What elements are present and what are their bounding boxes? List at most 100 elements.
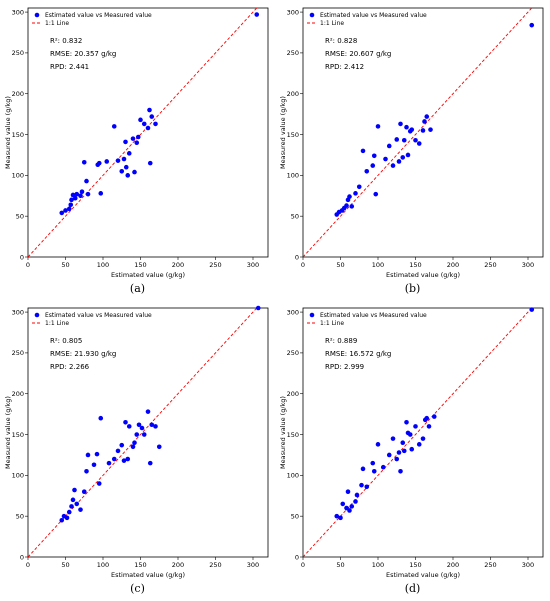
x-tick-label: 100 [97,561,109,569]
scatter-point [141,121,147,127]
scatter-point [431,414,437,419]
x-tick-label: 300 [247,261,259,269]
scatter-point [59,210,65,216]
scatter-point [149,114,155,119]
scatter-point [79,189,85,194]
scatter-point [69,504,74,509]
y-tick-label: 200 [12,90,24,98]
scatter-point [400,155,406,160]
scatter-point [115,158,121,163]
y-tick-label: 250 [287,349,299,357]
scatter-chart-c: 0 50 100 150 200 250 300 0 50 100 150 200 250 300 Esti… [4,305,269,579]
y-tick-label: 250 [12,49,24,57]
y-tick-label: 200 [287,390,299,398]
scatter-point [426,424,432,429]
scatter-point [104,159,110,164]
x-tick-label: 100 [372,261,384,269]
scatter-point [121,156,127,162]
scatter-point [364,484,370,490]
x-tick-label: 200 [172,561,184,569]
scatter-point [145,409,151,414]
scatter-point [359,482,364,488]
legend-point-marker [34,12,40,18]
stat-label: RPD: 2.412 [325,63,364,71]
scatter-point [125,456,131,462]
y-tick-label: 100 [287,472,299,480]
scatter-point [344,203,349,208]
chart-panel-a: 0 50 100 150 200 250 300 0 50 100 150 200 250 300 Esti… [0,0,275,300]
scatter-point [141,432,147,437]
x-tick-label: 50 [61,261,69,269]
chart-panel-d: 0 50 100 150 200 250 300 0 50 100 150 200 250 300 Esti… [275,300,550,600]
scatter-point [409,127,415,132]
scatter-point [119,442,125,448]
y-tick-label: 200 [12,390,24,398]
y-tick-label: 150 [287,131,299,139]
scatter-point [347,194,352,199]
scatter-point [401,448,407,454]
scatter-point [68,202,74,208]
scatter-point [360,148,366,154]
scatter-point [409,446,415,452]
stat-label: RMSE: 16.572 g/kg [325,350,391,358]
scatter-point [396,159,402,164]
scatter-point [386,452,392,458]
scatter-point [85,191,91,197]
x-tick-label: 300 [522,561,534,569]
chart-panel-b: 0 50 100 150 200 250 300 0 50 100 150 200 250 300 Esti… [275,0,550,300]
scatter-point [63,208,68,213]
scatter-point [153,121,158,127]
legend-points-label: Estimated value vs Measured value [45,312,152,319]
scatter-point [394,137,400,142]
scatter-point [349,504,355,509]
y-tick-label: 150 [12,431,24,439]
scatter-point [66,509,72,515]
scatter-point [156,444,162,450]
scatter-point [334,513,340,519]
scatter-point [139,425,145,431]
scatter-point [360,466,366,472]
legend-line-label: 1:1 Line [320,320,344,327]
scatter-points [334,307,535,521]
scatter-point [420,436,426,441]
scatter-point [380,464,386,470]
x-tick-label: 200 [447,261,459,269]
x-tick-label: 50 [336,561,344,569]
plot-area [27,307,269,558]
scatter-point [401,137,407,143]
y-tick-label: 50 [291,512,299,520]
scatter-point [69,197,74,203]
scatter-point [138,117,143,123]
chart-panel-c: 0 50 100 150 200 250 300 0 50 100 150 200 250 300 Esti… [0,300,275,600]
scatter-point [373,191,379,197]
stat-label: RMSE: 20.357 g/kg [50,50,116,58]
x-tick-label: 150 [409,561,421,569]
scatter-point [398,468,403,474]
legend-points-label: Estimated value vs Measured value [45,12,152,19]
scatter-point [413,424,418,429]
scatter-points [334,22,535,217]
scatter-point [375,124,381,129]
scatter-point [254,12,260,17]
scatter-point [94,451,100,457]
x-tick-label: 250 [484,561,496,569]
scatter-point [396,450,402,455]
stat-label: R²: 0.889 [325,337,357,345]
y-axis-label: Measured value (g/kg) [279,96,287,169]
scatter-point [354,492,360,498]
y-tick-label: 0 [20,553,24,561]
scatter-chart-d: 0 50 100 150 200 250 300 0 50 100 150 200 250 300 Esti… [279,307,544,579]
y-tick-label: 150 [287,431,299,439]
scatter-point [424,415,430,421]
scatter-point [370,163,376,168]
scatter-point [78,193,83,199]
scatter-point [394,456,400,462]
scatter-point [70,192,76,198]
scatter-point [78,507,83,512]
legend-line-label: 1:1 Line [320,20,344,27]
plot-area [27,7,269,258]
scatter-point [81,489,87,494]
caption-c: (c) [130,582,145,595]
scatter-point [126,424,132,429]
y-tick-label: 300 [287,308,299,316]
